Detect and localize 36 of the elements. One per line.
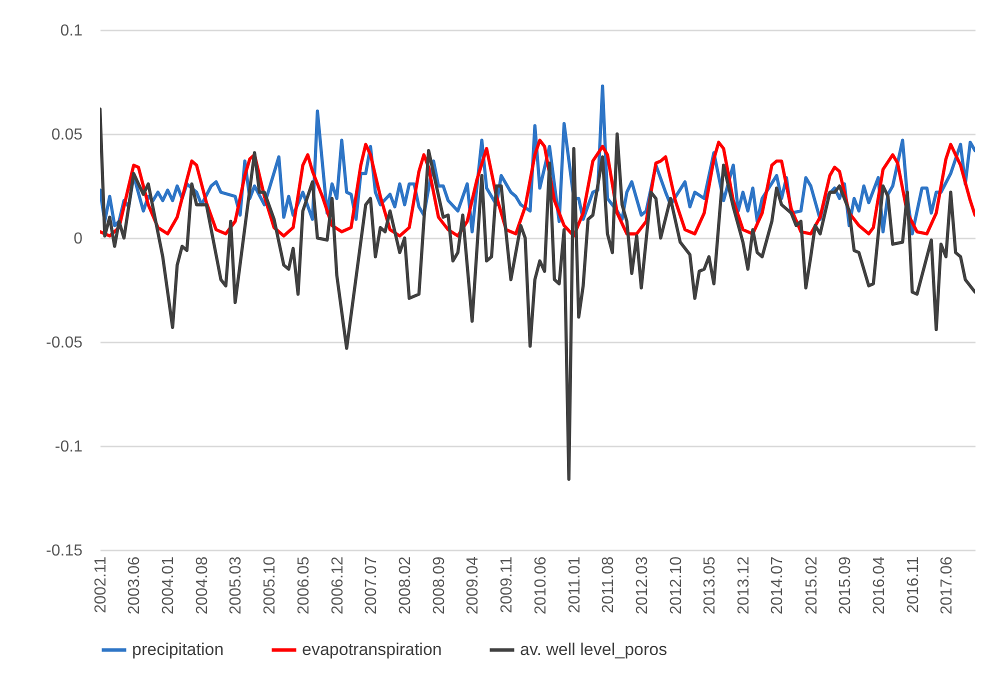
x-tick-label: 2002.11	[92, 556, 110, 614]
y-tick-label: -0.1	[54, 438, 83, 456]
x-tick-label: 2008.02	[397, 556, 414, 614]
x-tick-label: 2017.06	[938, 556, 956, 614]
x-tick-label: 2013.05	[701, 556, 718, 614]
x-tick-label: 2014.07	[769, 556, 786, 614]
x-tick-label: 2011.01	[566, 556, 584, 614]
x-tick-label: 2012.10	[668, 556, 685, 614]
x-tick-label: 2003.06	[126, 556, 144, 614]
legend-label: precipitation	[132, 640, 224, 659]
x-tick-label: 2015.09	[836, 556, 854, 614]
x-tick-label: 2015.02	[803, 556, 820, 614]
x-tick-label: 2013.12	[735, 556, 752, 614]
x-tick-label: 2004.08	[194, 556, 211, 614]
x-tick-label: 2004.01	[160, 556, 178, 614]
x-tick-label: 2008.09	[430, 556, 448, 614]
x-tick-label: 2005.03	[228, 556, 245, 614]
legend-label: av. well level_poros	[520, 640, 668, 659]
x-tick-label: 2011.08	[600, 556, 617, 614]
y-tick-label: -0.05	[46, 334, 83, 352]
y-tick-label: 0.05	[51, 126, 83, 144]
y-tick-label: 0.1	[60, 22, 83, 40]
y-tick-label: -0.15	[46, 542, 83, 560]
x-tick-label: 2006.12	[329, 556, 346, 614]
x-tick-label: 2009.04	[464, 556, 482, 614]
line-series	[100, 107, 975, 481]
x-tick-label: 2009.11	[498, 556, 516, 614]
legend-label: evapotranspiration	[302, 640, 442, 659]
x-tick-label: 2005.10	[262, 556, 279, 614]
x-tick-label: 2016.04	[870, 556, 888, 614]
x-tick-label: 2016.11	[904, 556, 922, 614]
x-tick-label: 2012.03	[634, 556, 651, 614]
y-tick-label: 0	[74, 230, 83, 248]
x-tick-label: 2010.06	[532, 556, 550, 614]
x-tick-label: 2006.05	[295, 556, 312, 614]
x-tick-label: 2007.07	[362, 556, 380, 614]
